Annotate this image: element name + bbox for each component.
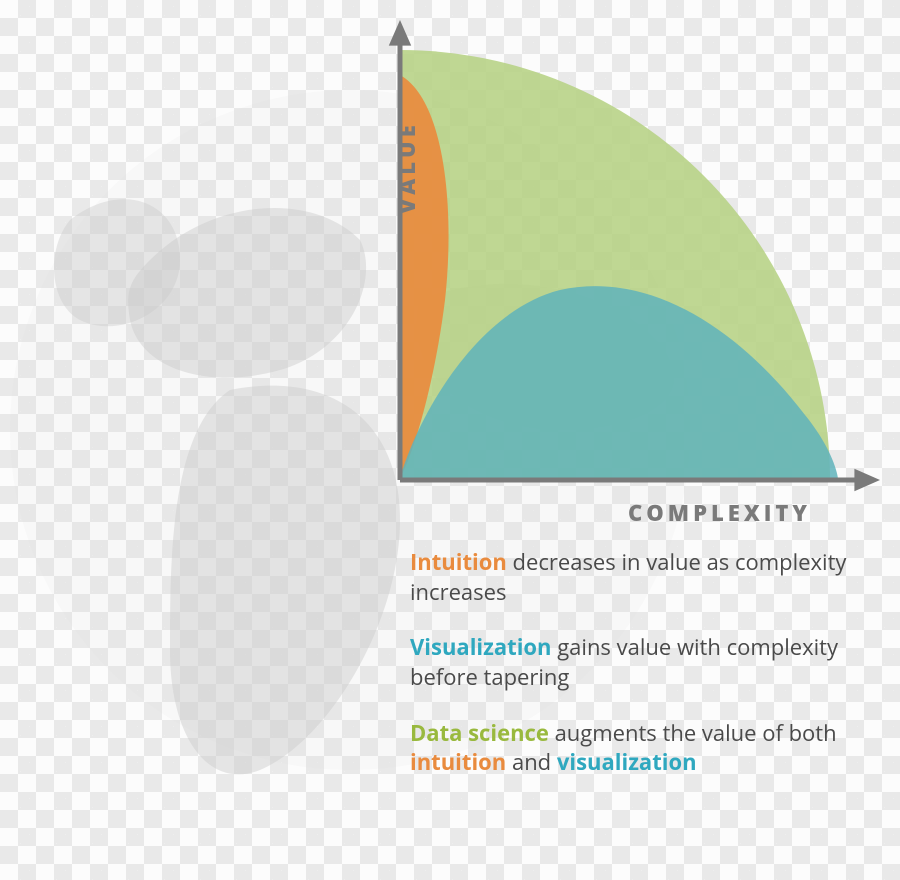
y-axis-label: VALUE [392,121,422,214]
caption-lead: Data science [410,718,549,748]
diagram-stage: VALUE COMPLEXITY Intuition decreases in … [0,0,900,880]
caption-block: Intuition decreases in value as complexi… [410,548,850,804]
caption-lead: Intuition [410,547,507,577]
caption-fragment: intuition [410,747,506,777]
caption-line: Intuition decreases in value as complexi… [410,548,850,607]
caption-fragment: and [506,747,557,777]
caption-lead: Visualization [410,632,552,662]
x-axis-label: COMPLEXITY [628,498,811,528]
caption-line: Visualization gains value with complexit… [410,633,850,692]
caption-fragment: augments the value of both [549,718,837,748]
caption-line: Data science augments the value of both … [410,719,850,778]
caption-fragment: visualization [557,747,697,777]
